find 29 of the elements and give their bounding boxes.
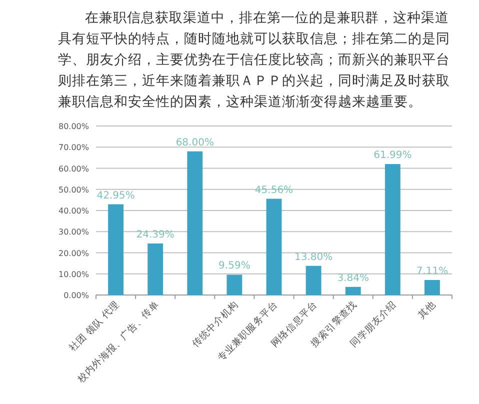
- y-tick-label: 0.00%: [64, 291, 90, 300]
- y-tick-label: 30.00%: [58, 228, 90, 237]
- y-tick-label: 50.00%: [58, 185, 90, 194]
- bar: [108, 204, 124, 295]
- x-tick-label: 其他: [416, 298, 438, 322]
- bar: [266, 198, 282, 295]
- data-label: 7.11%: [416, 266, 448, 277]
- y-tick-label: 20.00%: [58, 248, 90, 258]
- bar: [424, 280, 440, 295]
- data-label: 42.95%: [96, 190, 135, 202]
- data-label: 9.59%: [218, 260, 250, 272]
- y-tick-label: 80.00%: [58, 122, 90, 131]
- bar: [148, 243, 164, 295]
- y-tick-label: 70.00%: [58, 143, 90, 152]
- chart-title: 在兼职信息获取渠道中，排在第一位的是兼职群，这种渠道具有短平快的特点，随时随地就可以获取信息；排在第二的是同学、朋友介绍，主要优势在于信任度比较高；而新兴的兼职平台则排在第三，近年来随着兼职ＡＰＰ的兴起，同时满足及时获取兼职信息和安全性的因素，这种渠道渐渐变得越来越重要。: [58, 9, 451, 112]
- data-label: 68.00%: [176, 137, 214, 148]
- data-label: 13.80%: [294, 252, 333, 263]
- bar: [226, 274, 242, 295]
- y-tick-label: 40.00%: [58, 206, 90, 216]
- y-tick-label: 10.00%: [58, 270, 90, 279]
- y-tick-label: 60.00%: [58, 164, 90, 174]
- bar: [306, 266, 322, 295]
- data-label: 24.39%: [136, 229, 174, 240]
- bar: [187, 151, 203, 295]
- bar: [345, 286, 361, 295]
- data-label: 45.56%: [254, 184, 294, 196]
- data-label: 61.99%: [374, 150, 412, 162]
- data-label: 3.84%: [337, 272, 369, 284]
- bar: [384, 164, 400, 295]
